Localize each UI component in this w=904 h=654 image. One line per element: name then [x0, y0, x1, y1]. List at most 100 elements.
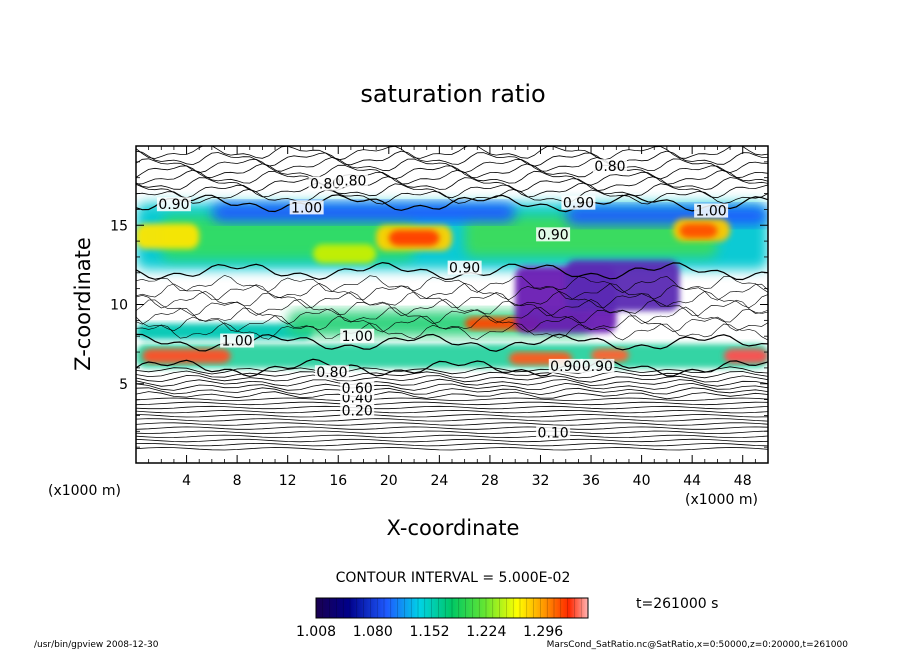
contour-label-3: 0.60 [342, 381, 373, 397]
y-axis-ticks: 5 10 15 [110, 161, 768, 448]
x-tick-label-8: 36 [582, 473, 600, 489]
contour-label-6: 1.00 [291, 200, 322, 216]
colorbar-label-4: 1.296 [523, 624, 563, 640]
contour-line-low [136, 401, 768, 406]
contour-line-low [136, 434, 768, 439]
y-tick-label-0: 5 [119, 377, 128, 393]
x-tick-label-4: 20 [380, 473, 398, 489]
contour-line-upper [136, 146, 768, 161]
colorbar-label-3: 1.224 [466, 624, 506, 640]
contour-line-low [136, 378, 768, 387]
footer-source: MarsCond_SatRatio.nc@SatRatio,x=0:50000,… [546, 640, 848, 650]
x-tick-label-10: 44 [683, 473, 701, 489]
contour-label-bg [340, 403, 375, 418]
contour-line-upper [136, 156, 768, 174]
field-blob-8 [679, 223, 718, 238]
contour-line-mid [136, 274, 768, 293]
contour-line-boundary [136, 261, 768, 281]
contour-label-13: 0.90 [449, 261, 480, 277]
contour-line-mid [136, 315, 768, 333]
contour-labels: 0.100.200.400.600.800.90 1.000.800.800.80… [156, 159, 729, 441]
contour-label-14: 1.00 [222, 334, 253, 350]
x-tick-label-9: 40 [633, 473, 651, 489]
contour-label-15: 1.00 [342, 329, 373, 345]
heatmap-field: 0.100.200.400.600.800.90 1.000.800.800.80… [136, 146, 768, 463]
contour-lines [136, 146, 768, 451]
contour-line-low [136, 382, 768, 391]
contour-line-upper [136, 150, 768, 167]
field-blob-6 [388, 230, 440, 246]
field-blob-9 [136, 223, 200, 250]
contour-label-11: 1.00 [696, 204, 727, 220]
contour-line-low [136, 374, 768, 383]
contour-line-low [136, 438, 768, 443]
contour-line-low [136, 397, 768, 401]
field-blob-10 [312, 244, 377, 264]
field-blob-17 [142, 348, 231, 364]
contour-label-bg [340, 381, 375, 396]
saturation-color-field [136, 203, 768, 368]
x-tick-label-2: 12 [279, 473, 297, 489]
x-tick-label-1: 8 [233, 473, 242, 489]
colorbar-ticks: 1.008 1.080 1.152 1.224 1.296 [296, 598, 582, 640]
contour-line-low [136, 387, 768, 396]
contour-label-4: 0.80 [316, 365, 347, 381]
field-blob-19 [591, 348, 629, 362]
contour-line-low [136, 409, 768, 414]
contour-line-low [136, 447, 768, 451]
contour-label-16: 0.90 [550, 359, 581, 375]
contour-label-10: 0.90 [563, 196, 594, 212]
contour-label-bg [220, 333, 255, 348]
contour-label-bg [156, 197, 191, 212]
field-blob-4 [565, 206, 768, 226]
y-axis-unit: (x1000 m) [48, 483, 121, 499]
colorbar-label-0: 1.008 [296, 624, 336, 640]
contour-line-mid [136, 306, 768, 325]
contour-line-low [136, 442, 768, 447]
field-blob-20 [723, 348, 768, 364]
contour-line-low [136, 426, 768, 430]
contour-label-bg [580, 358, 615, 373]
y-tick-label-1: 10 [110, 298, 128, 314]
contour-label-bg [340, 328, 375, 343]
x-axis-ticks: 4 8 12 16 20 24 28 32 36 40 44 48 [148, 146, 756, 489]
contour-label-bg [561, 195, 596, 210]
footer-program: /usr/bin/gpview 2008-12-30 [34, 640, 159, 650]
contour-line-low [136, 418, 768, 422]
field-blob-11 [136, 323, 313, 340]
contour-label-1: 0.20 [342, 403, 373, 419]
contour-label-5: 0.90 [158, 197, 189, 213]
contour-line-low [136, 391, 768, 400]
contour-line-low [136, 430, 768, 434]
contour-line-low [136, 405, 768, 410]
contour-interval: CONTOUR INTERVAL = 5.000E-02 [336, 570, 571, 586]
field-blob-15 [565, 260, 680, 311]
contour-label-bg [314, 365, 349, 380]
chart-title: saturation ratio [360, 80, 545, 108]
contour-line-upper [136, 188, 768, 205]
colorbar-label-1: 1.080 [353, 624, 393, 640]
contour-label-7: 0.80 [310, 177, 341, 193]
x-tick-label-3: 16 [329, 473, 347, 489]
contour-line-low [136, 414, 768, 418]
x-tick-label-0: 4 [182, 473, 191, 489]
contour-label-bg [333, 173, 368, 188]
contour-label-bg [694, 203, 729, 218]
contour-line-mid [136, 282, 768, 301]
contour-label-17: 0.90 [582, 359, 613, 375]
contour-label-bg [593, 159, 627, 174]
contour-line-upper [136, 163, 768, 180]
contour-line-low [136, 366, 768, 375]
contour-label-bg [289, 200, 324, 215]
time-label: t=261000 s [636, 596, 718, 612]
contour-line-boundary [136, 358, 768, 378]
contour-label-bg [447, 260, 482, 275]
x-tick-label-6: 28 [481, 473, 499, 489]
field-blob-3 [211, 203, 516, 223]
colorbar-label-2: 1.152 [410, 624, 450, 640]
contour-label-0: 0.10 [538, 425, 569, 441]
contour-line-mid [136, 322, 768, 341]
x-tick-label-5: 24 [430, 473, 448, 489]
contour-label-8: 0.80 [335, 173, 366, 189]
field-blob-2 [464, 215, 718, 257]
